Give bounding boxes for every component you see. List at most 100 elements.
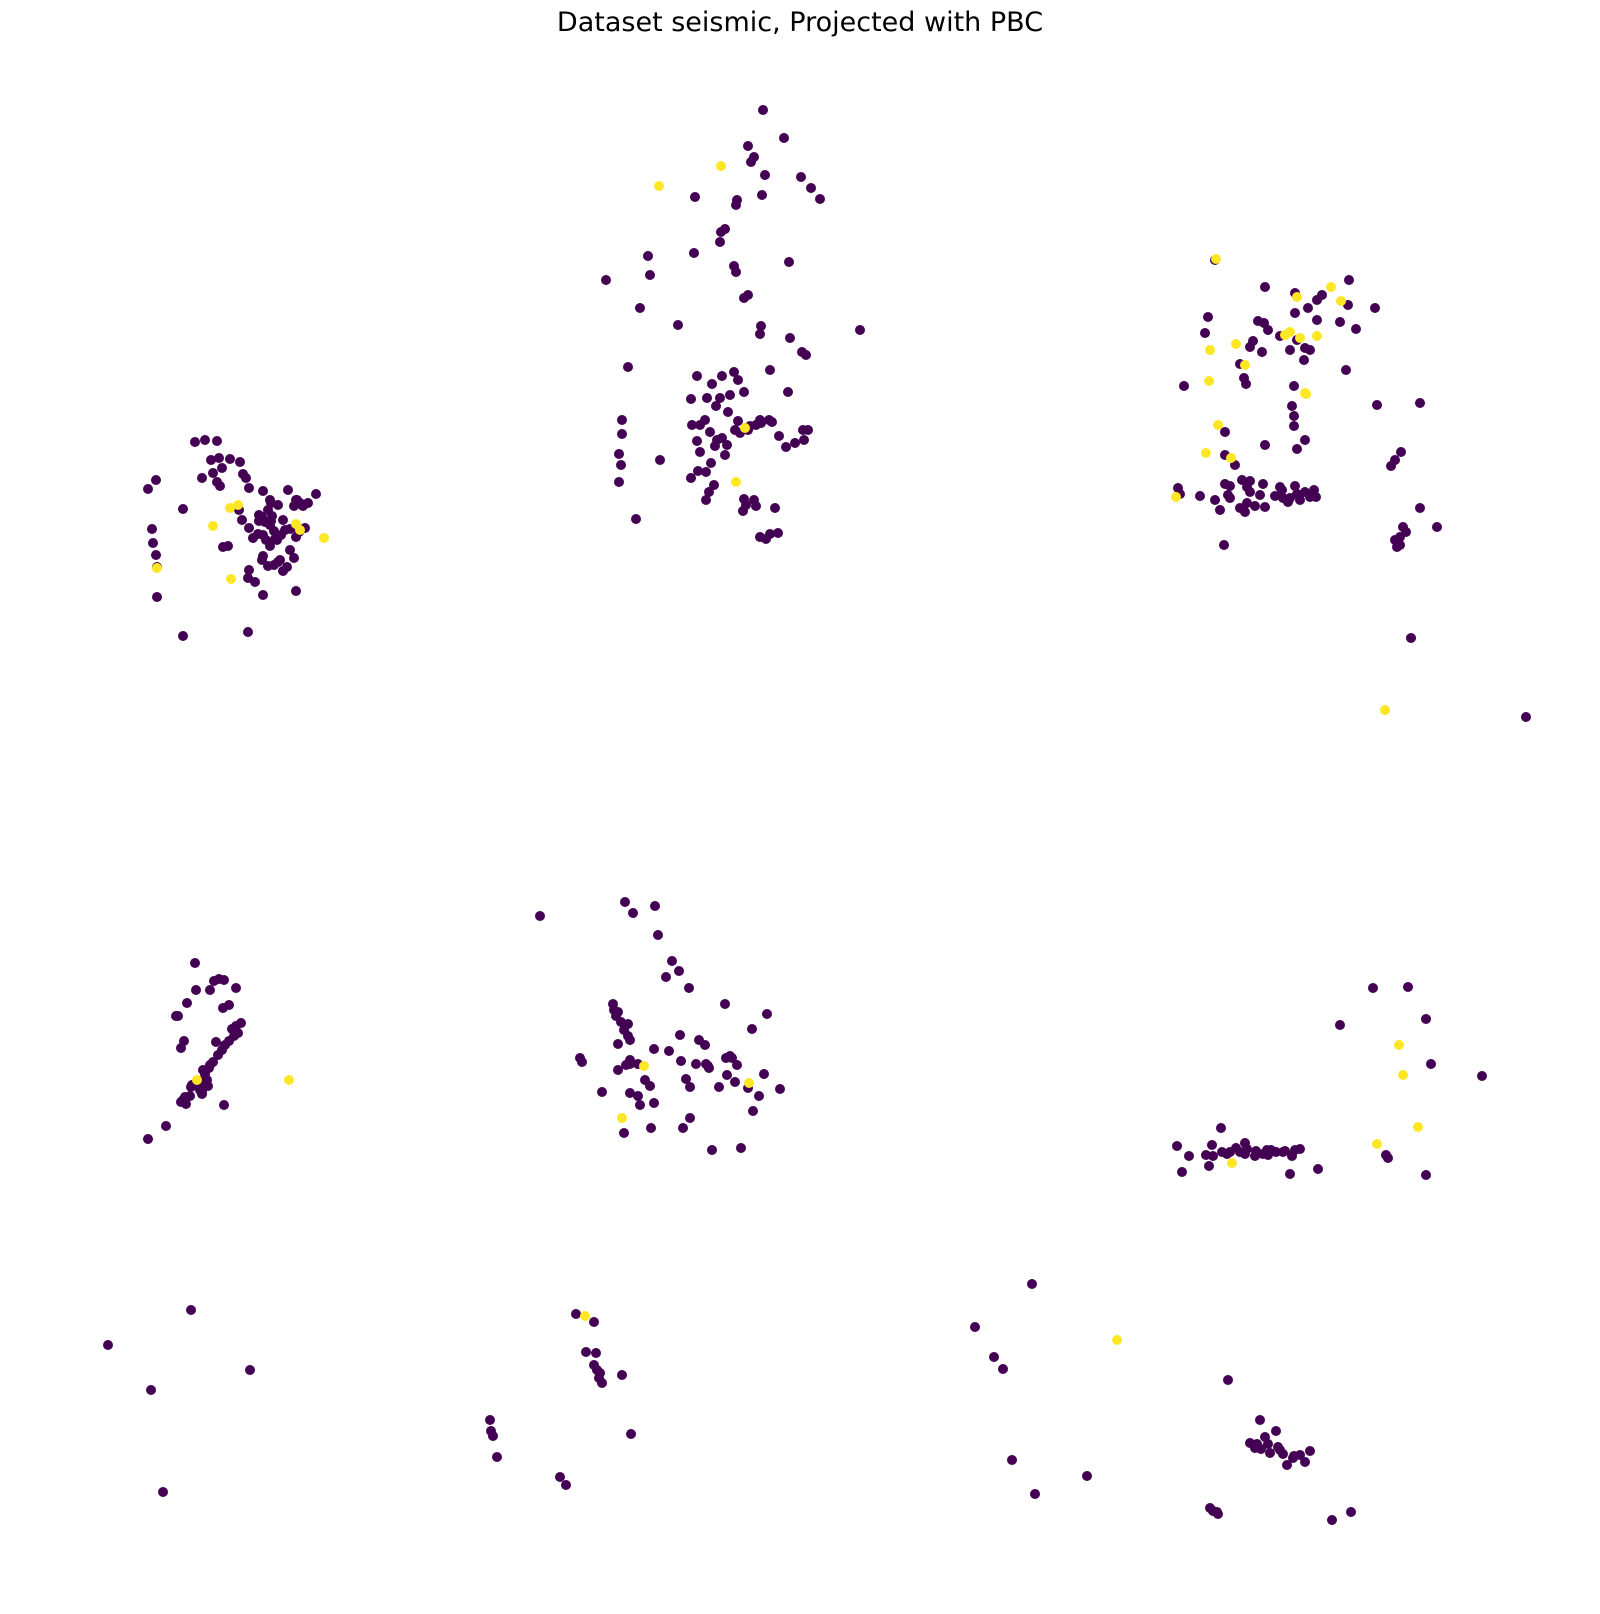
data-point-class-0	[761, 534, 771, 544]
data-point-class-0	[235, 457, 245, 467]
data-point-class-0	[265, 495, 275, 505]
data-point-class-0	[720, 450, 730, 460]
data-point-class-0	[617, 429, 627, 439]
data-point-class-1	[225, 503, 235, 513]
data-point-class-0	[732, 1060, 742, 1070]
data-point-class-0	[1312, 295, 1322, 305]
data-point-class-1	[1413, 1122, 1423, 1132]
data-point-class-0	[757, 190, 767, 200]
data-point-class-0	[701, 467, 711, 477]
data-point-class-0	[266, 516, 276, 526]
data-point-class-1	[1301, 389, 1311, 399]
data-point-class-0	[1082, 1471, 1092, 1481]
data-point-class-1	[226, 574, 236, 584]
data-point-class-0	[1255, 1415, 1265, 1425]
data-point-class-0	[219, 1100, 229, 1110]
data-point-class-1	[1213, 420, 1223, 430]
data-point-class-0	[289, 553, 299, 563]
data-point-class-0	[1260, 440, 1270, 450]
data-point-class-0	[278, 515, 288, 525]
data-point-class-1	[1336, 296, 1346, 306]
data-point-class-0	[773, 528, 783, 538]
data-point-class-0	[714, 1082, 724, 1092]
data-point-class-0	[675, 1030, 685, 1040]
data-point-class-0	[278, 566, 288, 576]
data-point-class-0	[197, 1089, 207, 1099]
data-point-class-1	[617, 1113, 627, 1123]
data-point-class-0	[492, 1452, 502, 1462]
data-point-class-0	[989, 1352, 999, 1362]
data-point-class-0	[1204, 1161, 1214, 1171]
data-point-class-0	[1257, 347, 1267, 357]
data-point-class-0	[676, 1056, 686, 1066]
data-point-class-0	[1213, 1509, 1223, 1519]
data-point-class-0	[1396, 447, 1406, 457]
data-point-class-1	[1280, 330, 1290, 340]
data-point-class-0	[801, 350, 811, 360]
data-point-class-0	[1285, 1169, 1295, 1179]
data-point-class-1	[1211, 254, 1221, 264]
data-point-class-0	[190, 958, 200, 968]
data-point-class-0	[1335, 1020, 1345, 1030]
data-point-class-0	[715, 237, 725, 247]
data-point-class-0	[1289, 381, 1299, 391]
data-point-class-0	[712, 435, 722, 445]
data-point-class-1	[291, 519, 301, 529]
data-point-class-0	[1225, 493, 1235, 503]
data-point-class-1	[1227, 1158, 1237, 1168]
data-point-class-0	[855, 325, 865, 335]
data-point-class-0	[171, 1011, 181, 1021]
data-point-class-0	[1344, 275, 1354, 285]
data-point-class-0	[1421, 1014, 1431, 1024]
data-point-class-0	[488, 1431, 498, 1441]
data-point-class-0	[1184, 1151, 1194, 1161]
data-point-class-0	[687, 420, 697, 430]
data-point-class-0	[730, 1077, 740, 1087]
data-point-class-0	[643, 251, 653, 261]
data-point-class-0	[1200, 328, 1210, 338]
data-point-class-0	[796, 172, 806, 182]
data-point-class-0	[311, 489, 321, 499]
data-point-class-0	[1245, 487, 1255, 497]
data-point-class-0	[685, 1082, 695, 1092]
data-point-class-0	[645, 1081, 655, 1091]
data-point-class-0	[589, 1317, 599, 1327]
data-point-class-1	[208, 521, 218, 531]
data-point-class-0	[729, 367, 739, 377]
data-point-class-0	[635, 303, 645, 313]
data-point-class-0	[191, 985, 201, 995]
data-point-class-0	[764, 415, 774, 425]
data-point-class-0	[214, 453, 224, 463]
data-point-class-0	[601, 275, 611, 285]
data-point-class-0	[103, 1340, 113, 1350]
data-point-class-0	[1240, 1138, 1250, 1148]
data-point-class-0	[739, 387, 749, 397]
data-point-class-0	[635, 1100, 645, 1110]
data-point-class-0	[1305, 1446, 1315, 1456]
data-point-class-0	[178, 504, 188, 514]
data-point-class-0	[1270, 491, 1280, 501]
data-point-class-0	[689, 248, 699, 258]
data-point-class-0	[1383, 1153, 1393, 1163]
data-point-class-0	[176, 1043, 186, 1053]
data-point-class-0	[291, 495, 301, 505]
data-point-class-0	[1203, 312, 1213, 322]
data-point-class-0	[254, 510, 264, 520]
data-point-class-0	[692, 371, 702, 381]
data-point-class-0	[283, 485, 293, 495]
data-point-class-0	[617, 1370, 627, 1380]
data-point-class-1	[1292, 292, 1302, 302]
data-point-class-1	[1372, 1139, 1382, 1149]
data-point-class-0	[244, 565, 254, 575]
data-point-class-1	[639, 1061, 649, 1071]
data-point-class-0	[774, 431, 784, 441]
data-point-class-0	[1477, 1071, 1487, 1081]
data-point-class-0	[709, 480, 719, 490]
data-point-class-0	[1311, 492, 1321, 502]
data-point-class-0	[597, 1087, 607, 1097]
data-point-class-0	[258, 486, 268, 496]
data-point-class-0	[736, 1143, 746, 1153]
data-point-class-0	[1250, 1443, 1260, 1453]
data-point-class-0	[291, 586, 301, 596]
